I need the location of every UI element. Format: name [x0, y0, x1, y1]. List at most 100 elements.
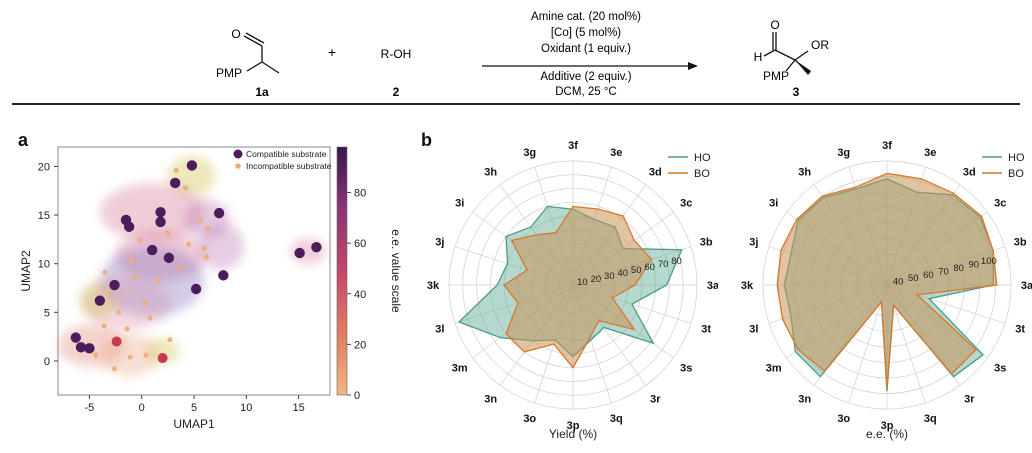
- yield-radar-axis-label-3r: 3r: [650, 393, 661, 405]
- yield-radar-tick-label-2: 30: [604, 271, 615, 282]
- ee-radar-axis-label-3f: 3f: [882, 140, 892, 152]
- ee-radar-tick-label-0: 40: [893, 277, 904, 288]
- yield-radar-legend-label-bo: BO: [694, 168, 710, 180]
- incompatible-point-21: [111, 366, 118, 372]
- ee-radar-legend-label-bo: BO: [1008, 168, 1024, 180]
- condition-additive: Additive (2 equiv.): [540, 71, 631, 83]
- reaction-scheme: O PMP 1a + R-OH 2 Amine cat. (20 mol%) […: [216, 11, 829, 99]
- incompatible-point-23: [201, 245, 208, 251]
- ee-radar-axis-label-3l: 3l: [749, 323, 758, 335]
- incompatible-point-0: [173, 167, 179, 173]
- incompatible-point-9: [131, 274, 137, 280]
- umap-chart: -5 0 5 10 15 0 5 10 15 20 UMAP1 UMAP2 Compatible sub…: [19, 146, 403, 431]
- ee-radar-tick-label-3: 70: [938, 266, 949, 277]
- red-point-0: [111, 336, 122, 347]
- ee-radar-axis-label-3n: 3n: [798, 393, 811, 405]
- incompatible-point-6: [186, 241, 192, 247]
- yield-radar-tick-label-0: 10: [577, 277, 588, 288]
- radar-chart-ee: 40 50 60 70 80 90 100 3f 3e 3d 3c 3b 3a 3t 3s 3r 3q 3p 3o 3…: [741, 140, 1032, 441]
- scheme-divider: [12, 103, 1020, 105]
- ee-radar-axis-label-3m: 3m: [766, 362, 782, 374]
- legend-compatible-marker: [233, 149, 243, 159]
- yield-radar-axis-label-3k: 3k: [427, 280, 440, 292]
- ee-radar-axis-label-3g: 3g: [837, 147, 850, 159]
- x-tick-label-1: 0: [139, 402, 145, 414]
- ee-radar-axis-label-3a: 3a: [1021, 280, 1032, 292]
- umap-cluster-4: [198, 222, 245, 270]
- yield-radar-title: Yield (%): [549, 427, 597, 441]
- ee-radar-axis-label-3d: 3d: [963, 167, 976, 179]
- incompatible-point-20: [143, 352, 149, 358]
- product-3-pmp: PMP: [763, 69, 789, 83]
- incompatible-point-7: [128, 258, 134, 264]
- ee-radar-axis-label-3s: 3s: [994, 362, 1006, 374]
- x-axis-label: UMAP1: [173, 417, 215, 431]
- compatible-point-1: [169, 177, 181, 189]
- x-tick-label-3: 10: [240, 402, 252, 414]
- condition-cobalt: [Co] (5 mol%): [551, 27, 621, 39]
- yield-radar-axis-label-3p: 3p: [567, 420, 580, 432]
- x-tick-label-2: 5: [191, 402, 197, 414]
- ee-radar-axis-label-3b: 3b: [1014, 237, 1027, 249]
- yield-radar-axis-label-3d: 3d: [649, 167, 662, 179]
- compatible-point-15: [84, 343, 95, 354]
- incompatible-point-22: [167, 336, 173, 343]
- ee-radar-tick-label-2: 60: [923, 270, 934, 281]
- reactant-1a-oxygen: O: [231, 27, 240, 41]
- reactant-1a-pmp: PMP: [216, 66, 242, 80]
- incompatible-point-4: [165, 229, 171, 236]
- compatible-point-3: [123, 221, 135, 232]
- incompatible-point-16: [124, 326, 130, 332]
- compatible-point-14: [75, 342, 87, 353]
- incompatible-point-12: [102, 269, 108, 276]
- compatible-point-10: [190, 283, 202, 295]
- compatible-point-16: [294, 247, 305, 259]
- yield-radar-series-bo: [503, 205, 653, 369]
- umap-cluster-0: [167, 155, 216, 197]
- y-tick-label-0: 0: [44, 356, 50, 368]
- reactant-2-id: 2: [393, 85, 400, 99]
- ee-radar-tick-label-1: 50: [908, 273, 919, 284]
- ee-radar-axis-label-3k: 3k: [741, 280, 754, 292]
- legend-compatible-label: Compatible substrate: [246, 149, 327, 159]
- incompatible-point-11: [203, 254, 210, 260]
- red-point-1: [157, 353, 168, 364]
- yield-radar-axis-label-3m: 3m: [452, 362, 468, 374]
- product-3-wedge: [795, 60, 811, 75]
- product-3-hydrogen: H: [754, 50, 763, 64]
- ee-radar-tick-label-6: 100: [981, 256, 997, 267]
- compatible-point-11: [109, 279, 120, 291]
- incompatible-point-18: [93, 352, 99, 358]
- legend-incompatible-label: Incompatible substrate: [246, 161, 332, 171]
- colorbar: [336, 146, 348, 396]
- ee-radar-axis-label-3r: 3r: [964, 393, 975, 405]
- ee-radar-axis-label-3i: 3i: [769, 198, 778, 210]
- compatible-point-7: [146, 244, 158, 256]
- condition-oxidant: Oxidant (1 equiv.): [541, 43, 631, 55]
- yield-radar-tick-label-4: 50: [631, 265, 642, 276]
- reactant-1a-id: 1a: [255, 85, 269, 99]
- ee-radar-axis-label-3o: 3o: [837, 413, 850, 425]
- incompatible-point-10: [155, 277, 162, 283]
- x-tick-label-0: -5: [84, 402, 94, 414]
- yield-radar-axis-label-3l: 3l: [435, 323, 444, 335]
- yield-radar-tick-label-6: 70: [658, 259, 669, 270]
- incompatible-point-8: [176, 264, 182, 271]
- y-tick-label-2: 10: [38, 259, 50, 271]
- compatible-point-8: [163, 252, 175, 264]
- legend-incompatible-marker: [235, 163, 241, 169]
- colorbar-tick-label-2: 40: [354, 289, 366, 301]
- yield-radar-axis-label-3n: 3n: [484, 393, 497, 405]
- ee-radar-axis-label-3q: 3q: [924, 413, 937, 425]
- colorbar-tick-label-1: 20: [354, 339, 366, 351]
- yield-radar-axis-label-3j: 3j: [435, 237, 444, 249]
- yield-radar-tick-label-1: 20: [591, 274, 602, 285]
- yield-radar-tick-label-3: 40: [617, 268, 628, 279]
- yield-radar-axis-label-3c: 3c: [680, 198, 692, 210]
- y-tick-label-4: 20: [38, 161, 50, 173]
- x-tick-label-4: 15: [292, 402, 304, 414]
- compatible-point-9: [218, 270, 229, 281]
- yield-radar-tick-label-5: 60: [644, 262, 655, 273]
- incompatible-point-1: [183, 185, 189, 191]
- yield-radar-axis-label-3t: 3t: [701, 323, 711, 335]
